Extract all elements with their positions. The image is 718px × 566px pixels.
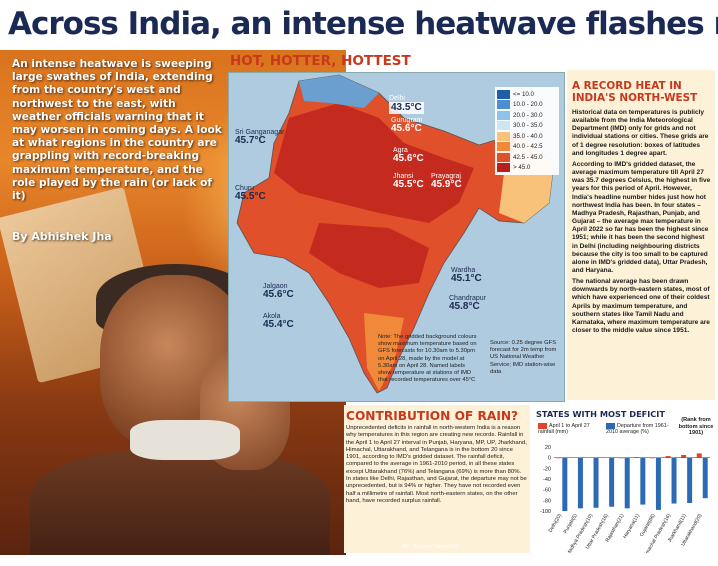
credit: AC: Sanjeev Verma/HT (402, 544, 459, 550)
legend-item: 40.0 - 42.5 (497, 142, 557, 153)
legend-rainfall: April 1 to April 27 rainfall (mm) (538, 423, 590, 436)
bar-departure (562, 457, 568, 511)
intro-text: An intense heatwave is sweeping large sw… (12, 58, 222, 203)
city-delhi: Delhi 43.5°C (389, 95, 424, 114)
x-tick-label: Punjab(5) (563, 513, 579, 535)
y-tick-label: -80 (543, 498, 551, 504)
bar-rainfall (665, 456, 671, 458)
city-sri-ganganagar: Sri Ganganagar 45.7°C (235, 129, 285, 146)
y-tick-label: -60 (543, 488, 551, 494)
legend-item: 42.5 - 45.0 (497, 152, 557, 163)
map-source: Source: 0.25 degree GFS forecast for 2m … (490, 340, 557, 375)
bar-departure (593, 457, 599, 508)
y-tick-label: 20 (545, 445, 551, 451)
bar-rainfall (649, 457, 655, 459)
legend-item: 10.0 - 20.0 (497, 100, 557, 111)
city-akola: Akola 45.4°C (263, 313, 294, 330)
rain-panel: CONTRIBUTION OF RAIN? Unprecedented defi… (344, 405, 530, 553)
city-jalgaon: Jalgaon 45.6°C (263, 283, 294, 300)
bar-rainfall (681, 455, 687, 458)
map-note: Note: The gridded background colours sho… (378, 334, 477, 384)
bar-rainfall (618, 457, 624, 459)
city-churu: Churu 45.5°C (235, 185, 266, 202)
city-chandrapur: Chandrapur 45.8°C (449, 295, 486, 312)
bar-departure (702, 457, 708, 499)
deficit-chart-note: (Rank from bottom since 1901) (678, 417, 714, 437)
bar-rainfall (571, 457, 577, 458)
bar-departure (655, 457, 661, 510)
bar-departure (671, 457, 677, 504)
bar-departure (687, 457, 693, 503)
city-jhansi: Jhansi 45.5°C (393, 173, 424, 190)
legend-item: > 45.0 (497, 163, 557, 174)
india-map-svg (236, 74, 555, 394)
headline: Across India, an intense heatwave flashe… (8, 6, 718, 42)
map-title: HOT, HOTTER, HOTTEST (230, 53, 411, 69)
city-prayagraj: Prayagraj 45.9°C (431, 173, 462, 190)
hottest-zone-north (274, 103, 474, 223)
byline: By Abhishek Jha (12, 230, 112, 243)
record-paragraph: The national average has been drawn down… (572, 278, 710, 335)
x-tick-label: Delhi(20) (548, 513, 564, 534)
deficit-chart-panel: STATES WITH MOST DEFICIT (Rank from bott… (530, 405, 716, 553)
y-tick-label: -20 (543, 466, 551, 472)
legend-item: <= 10.0 (497, 89, 557, 100)
legend-departure: Departure from 1961-2010 average (%) (606, 423, 669, 436)
record-paragraph: Historical data on temperatures is publi… (572, 109, 709, 157)
hottest-zone-central (309, 223, 429, 288)
shirt (30, 450, 330, 555)
face-mask (130, 420, 240, 460)
bar-rainfall (696, 453, 702, 458)
record-paragraph: According to IMD's gridded dataset, the … (572, 160, 711, 274)
rain-title: CONTRIBUTION OF RAIN? (346, 409, 519, 423)
record-heat-panel: A RECORD HEAT IN INDIA'S NORTH-WEST Hist… (567, 70, 715, 400)
bar-rainfall (587, 457, 593, 458)
city-gurugram: Gurugram 45.6°C (391, 117, 423, 134)
legend-item: 30.0 - 35.0 (497, 121, 557, 132)
deficit-chart-title: STATES WITH MOST DEFICIT (536, 409, 665, 419)
heat-map: <= 10.0 10.0 - 20.0 20.0 - 30.0 30.0 - 3… (228, 72, 565, 402)
mild-zone-south (364, 313, 404, 391)
bar-departure (640, 457, 646, 505)
bar-departure (624, 457, 630, 509)
y-tick-label: -100 (540, 509, 551, 515)
map-legend: <= 10.0 10.0 - 20.0 20.0 - 30.0 30.0 - 3… (495, 87, 559, 175)
y-tick-label: -40 (543, 477, 551, 483)
city-wardha: Wardha 45.1°C (451, 267, 482, 284)
bar-departure (577, 457, 583, 509)
record-body: Historical data on temperatures is publi… (567, 104, 715, 335)
legend-item: 20.0 - 30.0 (497, 110, 557, 121)
bar-departure (609, 457, 615, 507)
city-agra: Agra 45.6°C (393, 147, 424, 164)
headline-bar: Across India, an intense heatwave flashe… (0, 0, 718, 50)
bar-rainfall (556, 457, 562, 459)
cool-zone-himalaya (299, 75, 379, 108)
bar-rainfall (634, 457, 640, 458)
rain-body: Unprecedented deficits in rainfall in no… (346, 425, 527, 504)
legend-item: 35.0 - 40.0 (497, 131, 557, 142)
record-title: A RECORD HEAT IN INDIA'S NORTH-WEST (572, 80, 698, 104)
bar-rainfall (603, 457, 609, 458)
y-tick-label: 0 (548, 456, 551, 462)
